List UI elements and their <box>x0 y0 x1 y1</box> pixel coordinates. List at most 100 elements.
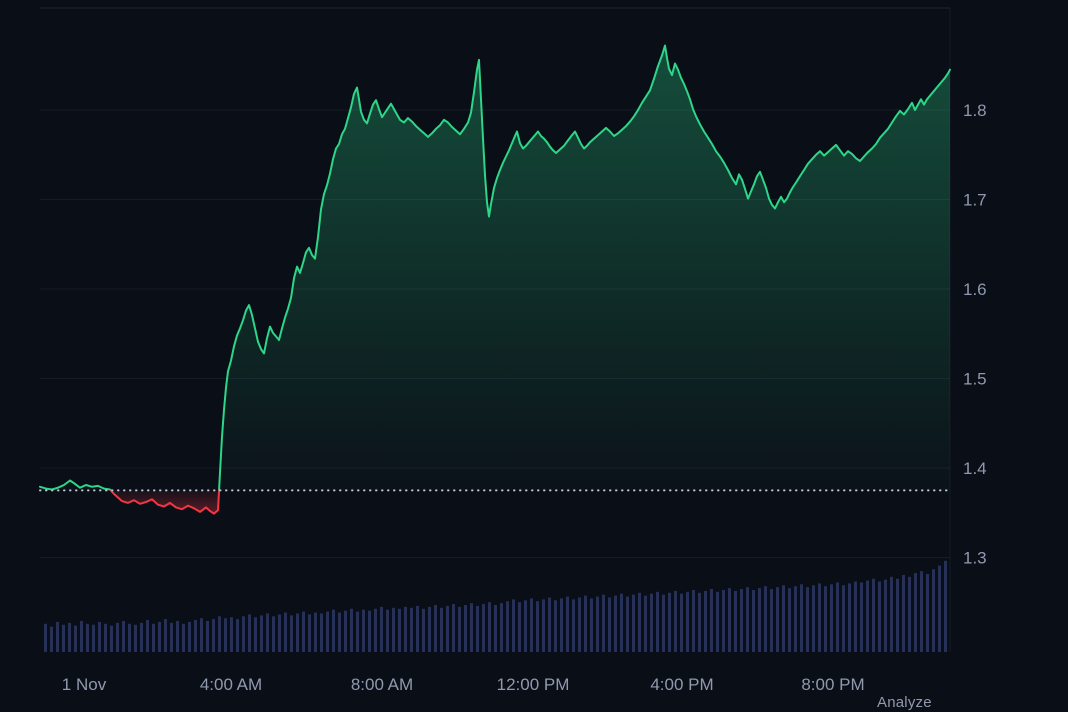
volume-bar <box>386 609 389 652</box>
volume-bar <box>434 605 437 652</box>
volume-bar <box>158 621 161 652</box>
volume-bar <box>764 586 767 652</box>
volume-bar <box>740 589 743 652</box>
volume-bar <box>134 624 137 652</box>
volume-bar <box>74 625 77 652</box>
volume-bar <box>392 607 395 652</box>
volume-bar <box>398 608 401 652</box>
volume-bar <box>722 589 725 652</box>
volume-bar <box>758 588 761 652</box>
volume-bar <box>752 589 755 652</box>
volume-bar <box>50 626 53 652</box>
volume-bar <box>872 578 875 652</box>
volume-bar <box>110 625 113 652</box>
volume-bar <box>914 573 917 652</box>
volume-bar <box>716 591 719 652</box>
volume-bar <box>638 592 641 652</box>
volume-bar <box>62 624 65 652</box>
volume-bar <box>560 598 563 652</box>
volume-bar <box>440 607 443 652</box>
volume-bar <box>884 579 887 652</box>
volume-bar <box>170 622 173 652</box>
y-tick-label: 1.4 <box>963 459 987 478</box>
volume-bar <box>236 619 239 652</box>
volume-bar <box>500 603 503 652</box>
volume-bar <box>428 606 431 652</box>
volume-bar <box>632 594 635 652</box>
volume-bar <box>116 622 119 652</box>
volume-bar <box>80 620 83 652</box>
volume-bar <box>686 591 689 652</box>
volume-bar <box>458 606 461 652</box>
x-tick-label: 8:00 AM <box>351 675 413 694</box>
volume-bar <box>506 601 509 652</box>
volume-bar <box>842 585 845 652</box>
volume-bar <box>200 618 203 652</box>
volume-bar <box>800 584 803 652</box>
volume-bar <box>680 593 683 652</box>
volume-bar <box>44 623 47 652</box>
volume-bar <box>920 571 923 652</box>
volume-bar <box>818 583 821 652</box>
volume-bar <box>692 589 695 652</box>
volume-bar <box>56 621 59 652</box>
volume-bar <box>596 596 599 652</box>
volume-bar <box>140 622 143 652</box>
volume-bar <box>404 606 407 652</box>
volume-bar <box>212 619 215 652</box>
volume-bar <box>782 585 785 652</box>
price-area-down <box>40 490 950 514</box>
volume-bar <box>284 612 287 652</box>
volume-bar <box>890 576 893 652</box>
volume-bar <box>218 616 221 652</box>
volume-bar <box>176 620 179 652</box>
volume-bar <box>830 584 833 652</box>
volume-bar <box>794 586 797 652</box>
volume-bar <box>944 560 947 652</box>
x-tick-label: 4:00 AM <box>200 675 262 694</box>
volume-bar <box>92 624 95 652</box>
volume-bar <box>302 611 305 652</box>
volume-bar <box>476 605 479 652</box>
volume-bar <box>698 592 701 652</box>
volume-bar <box>128 623 131 652</box>
volume-bar <box>608 597 611 652</box>
volume-bar <box>296 613 299 652</box>
volume-bar <box>566 596 569 652</box>
y-tick-label: 1.7 <box>963 191 987 210</box>
volume-bar <box>878 581 881 652</box>
volume-bar <box>350 608 353 652</box>
volume-bar <box>464 605 467 652</box>
volume-bar <box>656 591 659 652</box>
volume-bar <box>98 621 101 652</box>
volume-bar <box>626 596 629 652</box>
volume-bar <box>548 597 551 652</box>
analyze-button[interactable]: Analyze <box>877 694 932 711</box>
volume-bar <box>668 592 671 652</box>
volume-bar <box>254 617 257 652</box>
y-tick-label: 1.5 <box>963 370 987 389</box>
volume-bar <box>896 578 899 652</box>
volume-bar <box>278 614 281 652</box>
volume-bar <box>512 599 515 652</box>
volume-bar <box>854 581 857 652</box>
volume-bar <box>812 585 815 652</box>
volume-bar <box>152 623 155 652</box>
volume-bar <box>380 606 383 652</box>
volume-bar <box>356 611 359 652</box>
volume-bar <box>242 616 245 652</box>
volume-bar <box>368 610 371 652</box>
volume-bar <box>494 605 497 652</box>
volume-bar <box>710 589 713 652</box>
volume-bar <box>164 619 167 652</box>
volume-bar <box>848 583 851 652</box>
volume-bar <box>806 587 809 652</box>
volume-bar <box>230 617 233 652</box>
volume-bar <box>266 613 269 652</box>
x-tick-label: 12:00 PM <box>497 675 570 694</box>
volume-bar <box>344 610 347 652</box>
x-tick-label: 1 Nov <box>62 675 107 694</box>
volume-bar <box>644 595 647 652</box>
volume-bar <box>308 614 311 652</box>
